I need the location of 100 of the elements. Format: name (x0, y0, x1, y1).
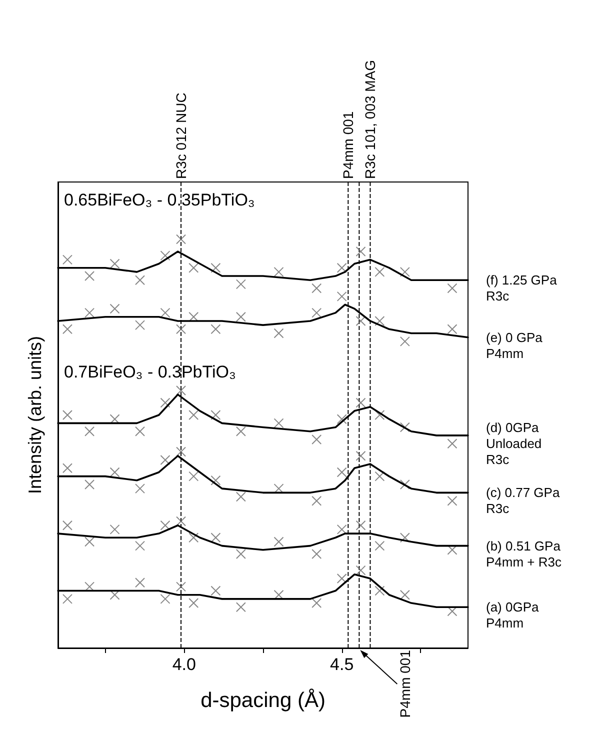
point (274, 536, 284, 547)
point (135, 426, 145, 436)
point (210, 324, 221, 334)
point (176, 446, 186, 457)
point (160, 250, 170, 261)
ref-line-label: R3c 012 NUC (173, 92, 189, 179)
point (236, 312, 246, 322)
point (176, 385, 186, 396)
point (210, 262, 221, 273)
point (84, 536, 95, 547)
point (160, 520, 170, 530)
point (447, 496, 458, 506)
point (336, 467, 347, 478)
point (356, 450, 366, 461)
point (135, 484, 145, 494)
point (176, 234, 186, 244)
point (374, 540, 385, 551)
point (400, 479, 410, 490)
point (188, 471, 199, 482)
series-label: (e) 0 GPa P4mm (486, 330, 544, 361)
point (188, 410, 199, 420)
ref-line-label: P4mm 001 (340, 111, 356, 179)
point (135, 540, 145, 551)
point (62, 594, 72, 604)
point (356, 316, 366, 326)
point (110, 258, 120, 269)
point (236, 602, 246, 612)
point (274, 418, 284, 428)
point (188, 262, 199, 273)
point (62, 324, 72, 334)
point (400, 422, 410, 432)
point (110, 524, 120, 534)
point (135, 320, 145, 330)
point (236, 279, 246, 290)
series-label: (a) 0GPa P4mm (486, 600, 540, 631)
point (188, 312, 199, 322)
point (336, 524, 347, 534)
x-tick-label: 4.0 (172, 655, 196, 674)
point (274, 266, 284, 277)
point (312, 283, 322, 294)
point (62, 520, 72, 530)
point (135, 275, 145, 286)
point (374, 586, 385, 596)
point (400, 266, 410, 277)
point (312, 308, 322, 318)
point (160, 454, 170, 465)
point (400, 590, 410, 600)
point (160, 594, 170, 604)
point (336, 291, 347, 302)
point (447, 324, 458, 334)
point (312, 548, 322, 559)
text: 0.65BiFeO₃ - 0.35PbTiO₃ (64, 190, 255, 210)
point (374, 410, 385, 420)
point (312, 496, 322, 506)
point (236, 548, 246, 559)
point (374, 471, 385, 482)
point (84, 426, 95, 436)
point (188, 532, 199, 543)
point (447, 438, 458, 449)
point (188, 598, 199, 608)
point (176, 582, 186, 592)
point (274, 590, 284, 600)
point (236, 492, 246, 502)
point (336, 574, 347, 584)
point (210, 532, 221, 543)
point (374, 316, 385, 326)
x-axis-title: d-spacing (Å) (200, 688, 326, 712)
point (62, 254, 72, 265)
point (336, 262, 347, 273)
point (62, 410, 72, 420)
point (400, 336, 410, 346)
point (210, 586, 221, 596)
point (84, 271, 95, 282)
point (400, 532, 410, 543)
series-label: (d) 0GPa Unloaded R3c (486, 420, 542, 467)
point (210, 410, 221, 420)
point (160, 308, 170, 318)
point (312, 434, 322, 445)
point (176, 324, 186, 334)
series-label: (c) 0.77 GPa R3c (486, 485, 560, 516)
y-axis-title: Intensity (arb. units) (25, 336, 45, 494)
point (374, 266, 385, 277)
point (356, 398, 366, 408)
point (274, 328, 284, 338)
text: P4mm 001 (397, 650, 414, 718)
x-tick-label: 4.5 (330, 655, 354, 674)
point (160, 398, 170, 408)
point (176, 516, 186, 526)
point (356, 520, 366, 530)
point (135, 578, 145, 588)
point (110, 467, 120, 478)
point (447, 283, 458, 294)
point (110, 304, 120, 314)
point (356, 246, 366, 256)
point (84, 308, 95, 318)
point (210, 475, 221, 486)
point (62, 463, 72, 474)
series-label: (b) 0.51 GPa P4mm + R3c (486, 538, 562, 570)
point (84, 479, 95, 490)
annotation: 0.7BiFeO₃ - 0.3PbTiO₃ (64, 362, 236, 382)
